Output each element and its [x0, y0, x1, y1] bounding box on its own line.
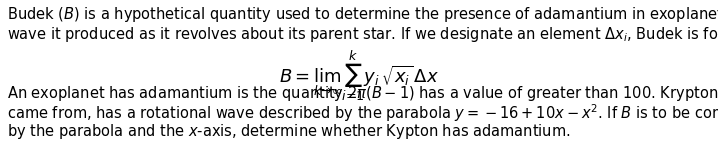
Text: Budek ($B$) is a hypothetical quantity used to determine the presence of adamant: Budek ($B$) is a hypothetical quantity u… — [7, 5, 718, 24]
Text: came from, has a rotational wave described by the parabola $y = -16 + 10x - x^2$: came from, has a rotational wave describ… — [7, 103, 718, 124]
Text: wave it produced as it revolves about its parent star. If we designate an elemen: wave it produced as it revolves about it… — [7, 25, 718, 44]
Text: An exoplanet has adamantium is the quantity $2\pi(B - 1)$ has a value of greater: An exoplanet has adamantium is the quant… — [7, 84, 718, 103]
Text: $B = \lim_{k \to \infty} \sum_{i=1}^{k} y_i\sqrt{x_i}\,\Delta x$: $B = \lim_{k \to \infty} \sum_{i=1}^{k} … — [279, 48, 439, 103]
Text: by the parabola and the $x$-axis, determine whether Kypton has adamantium.: by the parabola and the $x$-axis, determ… — [7, 122, 571, 141]
